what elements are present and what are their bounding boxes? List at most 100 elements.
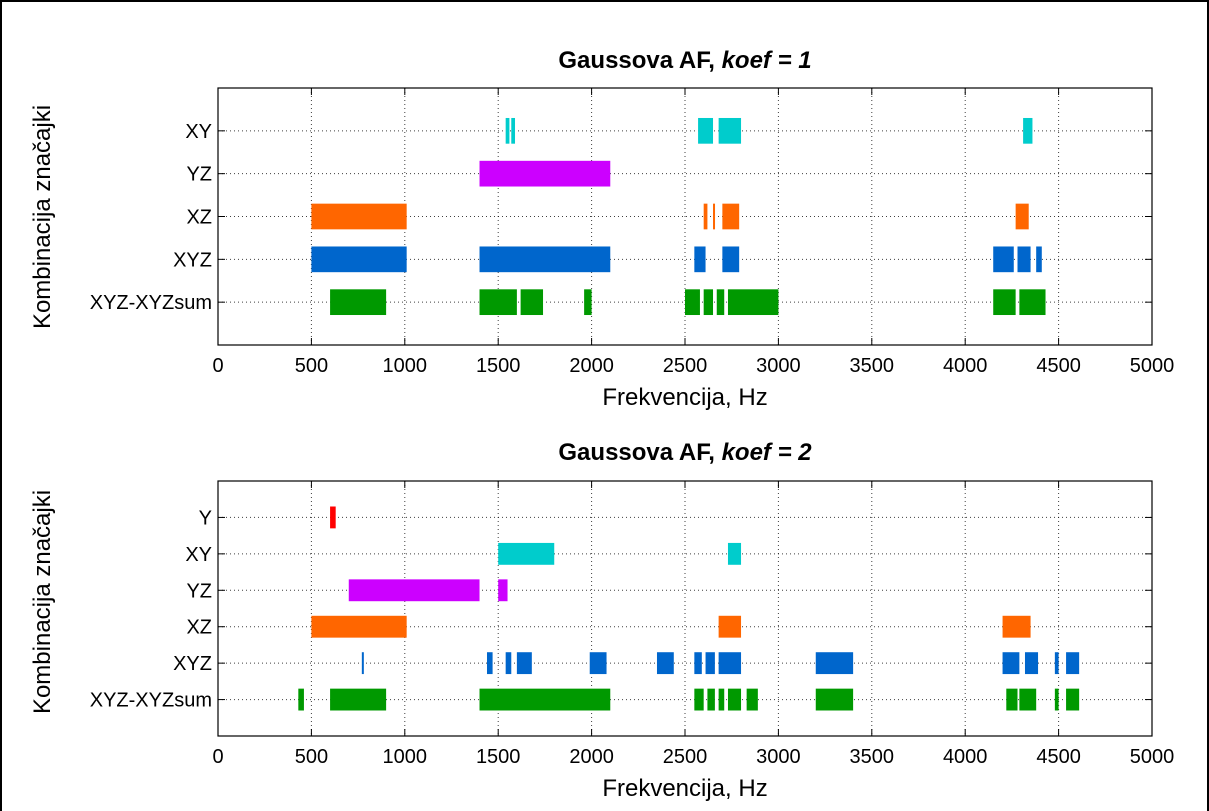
x-tick-label: 1000 [383, 355, 428, 377]
x-axis-label: Frekvencija, Hz [602, 775, 767, 802]
x-tick-label: 4500 [1036, 355, 1081, 377]
bar-xz [311, 203, 407, 230]
x-tick-label: 3500 [850, 746, 895, 768]
x-tick-label: 2000 [569, 746, 614, 768]
bar-xyz-xyzsum [330, 688, 387, 711]
bar-xyz-xyzsum [1019, 688, 1037, 711]
bar-xyz [694, 246, 706, 273]
bar-xyz [1017, 246, 1031, 273]
bar-xyz-xyzsum [694, 688, 704, 711]
bar-xyz [1024, 652, 1039, 675]
y-tick-label-xy: XY [185, 544, 212, 566]
x-tick-label: 5000 [1130, 746, 1175, 768]
x-tick-label: 2500 [663, 355, 708, 377]
x-tick-label: 4500 [1036, 746, 1081, 768]
bar-xyz-xyzsum [727, 289, 779, 316]
y-axis-label: Kombinacija značajki [29, 105, 56, 329]
bar-y [330, 506, 336, 529]
bar-xyz [486, 652, 493, 675]
bar-xyz [589, 652, 607, 675]
x-tick-label: 500 [295, 746, 328, 768]
bar-xy [727, 542, 742, 565]
x-tick-label: 4000 [943, 355, 988, 377]
bar-xy [505, 117, 510, 144]
x-tick-label: 2000 [569, 355, 614, 377]
bar-xyz-xyzsum [746, 688, 758, 711]
bar-xyz-xyzsum [703, 289, 714, 316]
x-tick-label: 3500 [850, 355, 895, 377]
bar-xyz [479, 246, 611, 273]
bar-xyz [516, 652, 532, 675]
bar-xyz-xyzsum [993, 289, 1016, 316]
bar-xyz-xyzsum [298, 688, 304, 711]
x-tick-label: 500 [295, 355, 328, 377]
x-tick-label: 1500 [476, 355, 521, 377]
y-axis-label: Kombinacija značajki [29, 490, 56, 714]
y-tick-label-xyz-xyzsum: XYZ-XYZsum [90, 690, 212, 712]
x-tick-label: 3000 [756, 355, 801, 377]
y-tick-label-xz: XZ [186, 207, 212, 229]
bar-xyz [705, 652, 715, 675]
bar-xyz-xyzsum [479, 289, 517, 316]
y-tick-label-xyz: XYZ [173, 249, 212, 271]
bar-xyz [1036, 246, 1042, 273]
bar-yz [479, 160, 611, 187]
chart-title-koef: koef = 2 [722, 439, 813, 466]
x-tick-label: 3000 [756, 746, 801, 768]
y-tick-label-xyz: XYZ [173, 653, 212, 675]
bar-xyz-xyzsum [718, 688, 725, 711]
bar-xyz [694, 652, 702, 675]
bar-xyz [993, 246, 1014, 273]
chart-title-koef: koef = 1 [722, 47, 812, 74]
bar-xyz [1054, 652, 1059, 675]
bar-xz [718, 615, 742, 638]
bar-xy [511, 117, 516, 144]
bar-xyz [656, 652, 674, 675]
bar-xy [698, 117, 714, 144]
x-tick-label: 4000 [943, 746, 988, 768]
chart-title-prefix: Gaussova AF, [558, 439, 721, 466]
x-tick-label: 0 [212, 355, 223, 377]
bar-xyz-xyzsum [815, 688, 854, 711]
bar-xyz-xyzsum [707, 688, 715, 711]
bar-xz [1015, 203, 1029, 230]
y-tick-label-yz: YZ [186, 580, 212, 602]
y-tick-label-y: Y [199, 507, 212, 529]
bar-xyz [505, 652, 512, 675]
bar-xyz [722, 246, 740, 273]
bar-xy [718, 117, 742, 144]
y-tick-label-xyz-xyzsum: XYZ-XYZsum [90, 292, 212, 314]
x-tick-label: 2500 [663, 746, 708, 768]
x-tick-label: 1500 [476, 746, 521, 768]
x-tick-label: 1000 [383, 746, 428, 768]
bar-xyz-xyzsum [479, 688, 611, 711]
bar-xyz-xyzsum [520, 289, 544, 316]
bar-xy [498, 542, 555, 565]
bar-xyz-xyzsum [584, 289, 592, 316]
bar-xyz-xyzsum [685, 289, 700, 316]
bar-xyz-xyzsum [330, 289, 387, 316]
bar-xyz [361, 652, 364, 675]
bar-xyz-xyzsum [727, 688, 742, 711]
chart-title: Gaussova AF, koef = 2 [558, 439, 812, 466]
bar-yz [498, 579, 508, 602]
y-tick-label-xy: XY [185, 121, 212, 143]
bar-xy [1023, 117, 1033, 144]
chart-title-prefix: Gaussova AF, [558, 47, 721, 74]
bar-xyz-xyzsum [1054, 688, 1059, 711]
bar-xyz [815, 652, 854, 675]
x-tick-label: 0 [212, 746, 223, 768]
chart-title: Gaussova AF, koef = 1 [558, 47, 811, 74]
bar-xyz-xyzsum [1019, 289, 1046, 316]
y-tick-label-xz: XZ [186, 617, 212, 639]
bar-xyz [311, 246, 407, 273]
bar-xz [713, 203, 716, 230]
bar-xz [722, 203, 740, 230]
chart-panel-koef-1: Gaussova AF, koef = 1 0 500 1000 1500 2000 250… [29, 47, 1174, 411]
x-tick-label: 5000 [1130, 355, 1175, 377]
bar-xyz [1066, 652, 1080, 675]
bar-xyz-xyzsum [1066, 688, 1080, 711]
x-axis-label: Frekvencija, Hz [602, 384, 767, 411]
